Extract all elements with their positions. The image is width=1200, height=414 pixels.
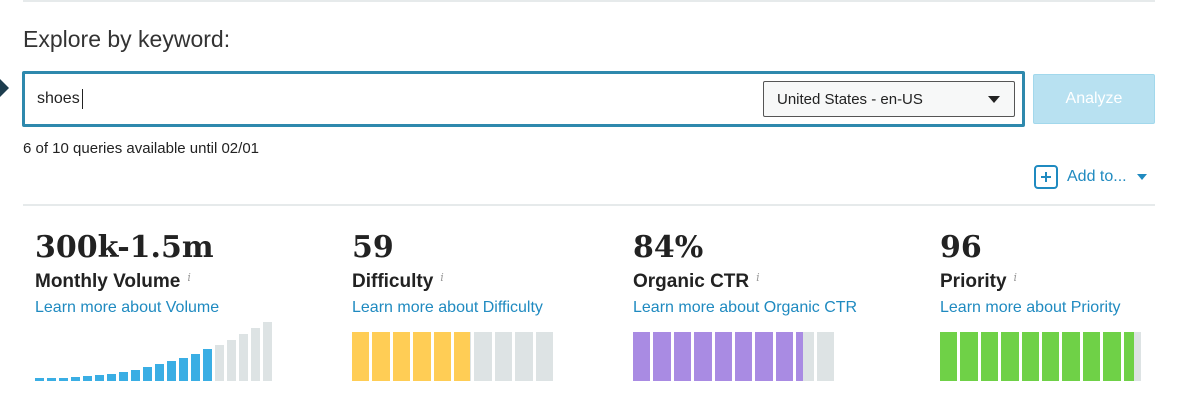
meter-segment-fill <box>673 332 692 381</box>
metric-value: 96 <box>940 230 982 265</box>
meter-segment-fill <box>735 332 753 381</box>
meter-segment-fill <box>775 332 794 381</box>
meter-segment-fill <box>1082 332 1101 381</box>
meter-segment-fill <box>1001 332 1019 381</box>
info-icon[interactable]: i <box>187 271 191 284</box>
metric-value: 59 <box>352 230 394 265</box>
metric-label: Monthly Volume <box>35 271 181 292</box>
meter-segment-fill <box>454 332 470 381</box>
meter-segment-fill <box>960 332 978 381</box>
metric-value: 300k-1.5m <box>35 230 214 265</box>
meter-segment-fill <box>1123 332 1135 381</box>
locale-select[interactable]: United States - en-US <box>763 81 1015 117</box>
volume-bar <box>167 361 176 381</box>
meter-segment-fill <box>980 332 999 381</box>
volume-bar <box>251 328 260 381</box>
volume-bar <box>95 375 104 381</box>
meter-segment-fill <box>796 332 804 381</box>
learn-more-organic-ctr-link[interactable]: Learn more about Organic CTR <box>633 299 858 316</box>
metric-difficulty: 59 Difficulty i Learn more about Difficul… <box>352 230 543 318</box>
meter-segment-fill <box>352 332 370 381</box>
meter-segment-fill <box>1021 332 1039 381</box>
metric-label: Priority <box>940 271 1007 292</box>
volume-bar <box>47 378 56 381</box>
chevron-down-icon <box>988 96 1000 103</box>
volume-bar <box>59 378 68 381</box>
learn-more-priority-link[interactable]: Learn more about Priority <box>940 299 1121 316</box>
volume-bar <box>227 340 236 381</box>
analyze-button[interactable]: Analyze <box>1033 74 1155 124</box>
volume-bar <box>239 334 248 381</box>
keyword-search-box: United States - en-US <box>22 71 1025 127</box>
metric-name: Organic CTR i <box>633 270 857 294</box>
volume-bar <box>191 354 200 381</box>
active-pointer-icon <box>0 77 9 99</box>
info-icon[interactable]: i <box>440 271 444 284</box>
caret-down-icon <box>1136 174 1147 180</box>
volume-bar <box>143 367 152 381</box>
volume-bar <box>131 370 140 381</box>
meter-segment <box>816 332 834 381</box>
meter-segment-fill <box>714 332 732 381</box>
meter-segment <box>494 332 513 381</box>
meter-segment-fill <box>755 332 773 381</box>
locale-selected-value: United States - en-US <box>777 91 923 108</box>
section-divider <box>23 204 1155 206</box>
difficulty-meter <box>352 322 556 381</box>
meter-segment-fill <box>653 332 671 381</box>
volume-bar <box>179 358 188 381</box>
info-icon[interactable]: i <box>1013 271 1018 284</box>
meter-segment-fill <box>413 332 431 381</box>
learn-more-volume-link[interactable]: Learn more about Volume <box>35 299 220 316</box>
volume-bar <box>107 374 116 381</box>
volume-bar <box>71 377 80 381</box>
volume-bar <box>215 345 224 381</box>
priority-meter <box>940 322 1144 381</box>
volume-bar <box>35 378 44 381</box>
meter-segment <box>515 332 533 381</box>
keyword-search-input[interactable] <box>25 74 745 124</box>
metric-value: 84% <box>633 230 704 265</box>
metric-priority: 96 Priority i Learn more about Priority <box>940 230 1121 318</box>
meter-segment-fill <box>1042 332 1060 381</box>
volume-bar <box>119 372 128 381</box>
meter-segment-fill <box>694 332 712 381</box>
metric-label: Difficulty <box>352 271 434 292</box>
meter-segment-fill <box>392 332 411 381</box>
volume-bar-chart <box>35 322 275 381</box>
metric-name: Difficulty i <box>352 270 543 294</box>
top-divider <box>23 0 1155 2</box>
page-title: Explore by keyword: <box>23 26 231 52</box>
info-icon[interactable]: i <box>756 271 760 284</box>
plus-square-icon <box>1034 165 1058 189</box>
meter-segment-fill <box>372 332 390 381</box>
query-quota-text: 6 of 10 queries available until 02/01 <box>23 140 260 157</box>
meter-segment-fill <box>1062 332 1080 381</box>
metric-label: Organic CTR <box>633 271 750 292</box>
metric-name: Monthly Volume i <box>35 270 219 294</box>
volume-bar <box>155 364 164 381</box>
metric-monthly-volume: 300k-1.5m Monthly Volume i Learn more abo… <box>35 230 219 318</box>
meter-segment <box>535 332 553 381</box>
add-to-button[interactable]: Add to... <box>1034 163 1147 191</box>
organic-ctr-meter <box>633 322 837 381</box>
volume-bar <box>263 322 272 381</box>
text-cursor <box>82 89 83 109</box>
meter-segment-fill <box>940 332 958 381</box>
meter-segment-fill <box>433 332 451 381</box>
meter-segment <box>474 332 492 381</box>
meter-segment-fill <box>1103 332 1121 381</box>
metric-name: Priority i <box>940 270 1121 294</box>
metric-organic-ctr: 84% Organic CTR i Learn more about Organi… <box>633 230 857 318</box>
volume-bar <box>203 349 212 381</box>
learn-more-difficulty-link[interactable]: Learn more about Difficulty <box>352 299 543 316</box>
meter-segment-fill <box>633 332 651 381</box>
add-to-label: Add to... <box>1067 168 1127 185</box>
volume-bar <box>83 376 92 381</box>
